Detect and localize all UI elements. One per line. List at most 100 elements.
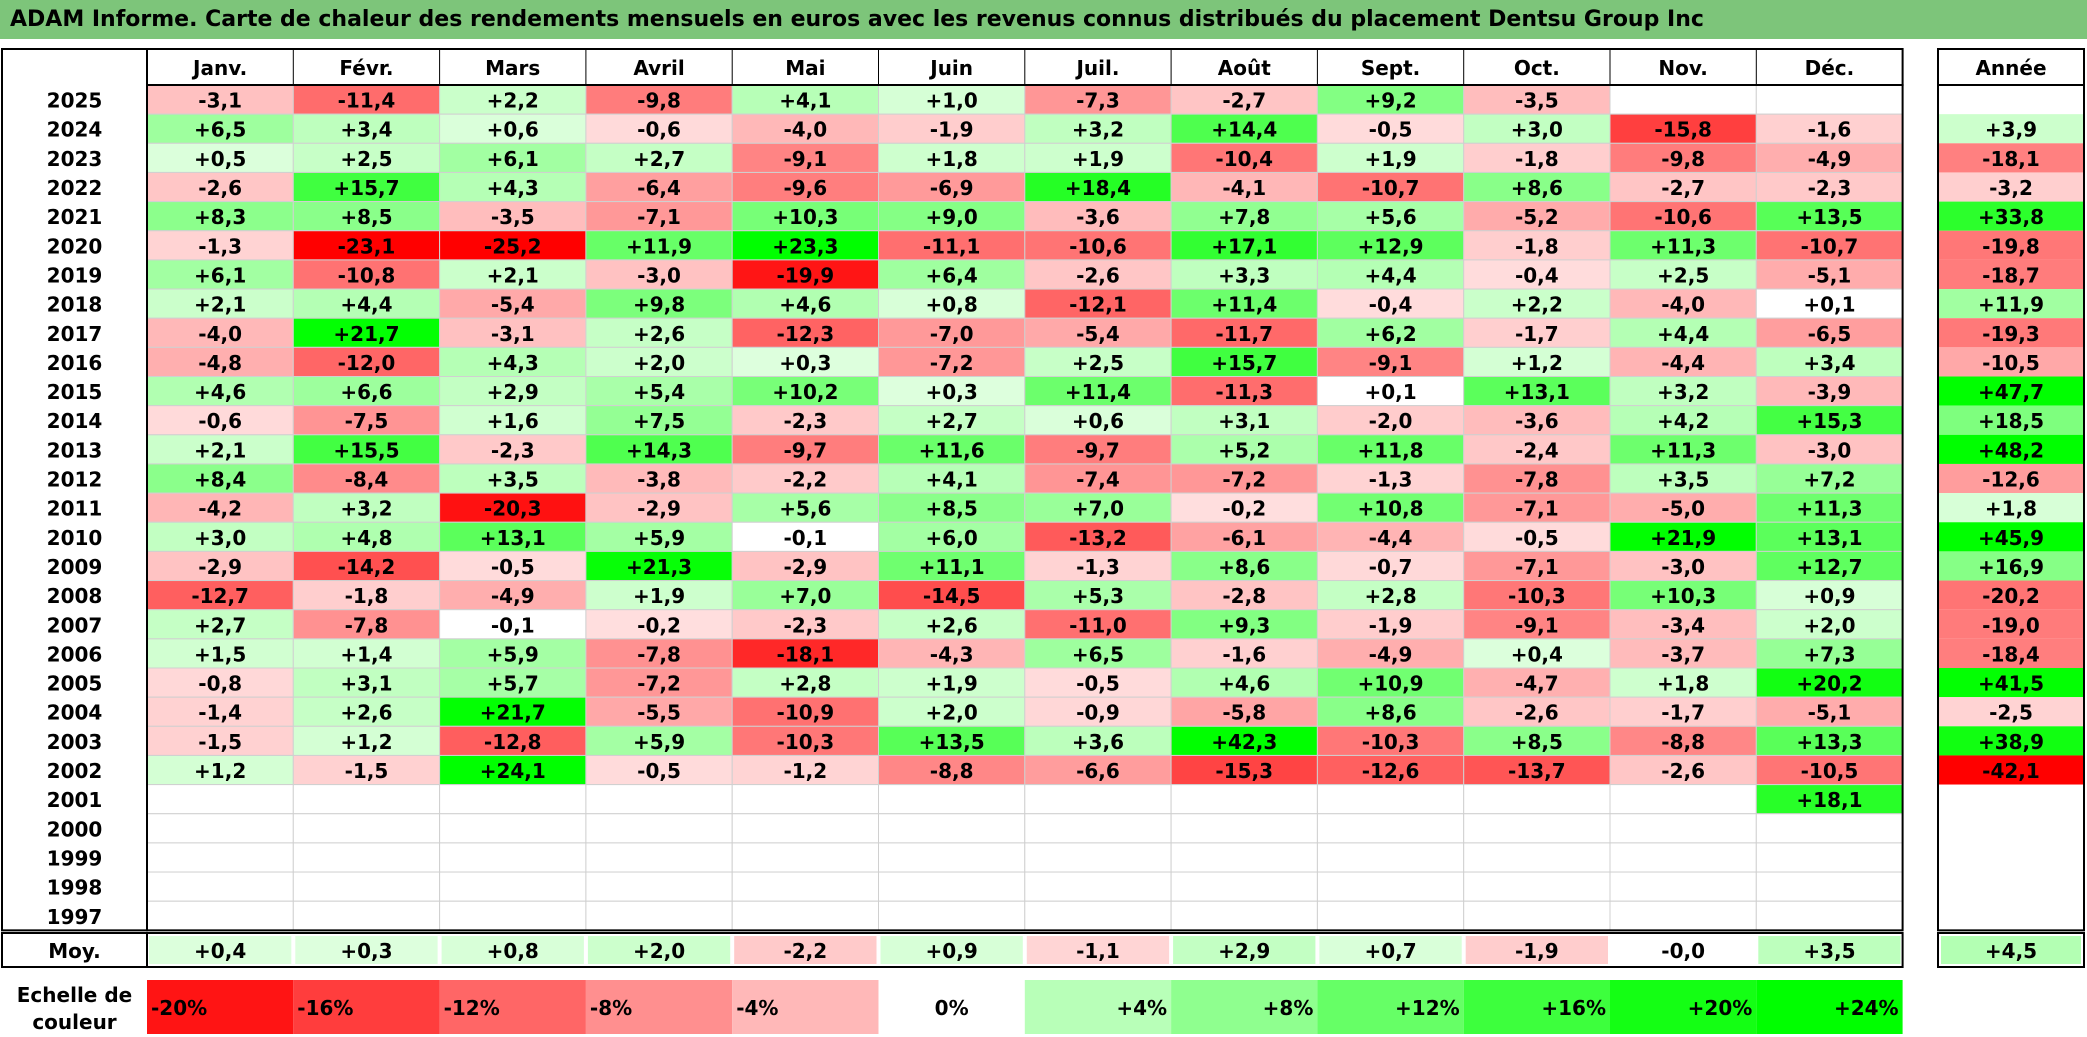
heatmap-cell: [1316, 463, 1465, 494]
heatmap-cell: [585, 84, 733, 115]
heatmap-cell: [585, 754, 733, 786]
heatmap-cell: [1609, 900, 1757, 931]
annual-cell-value: +41,5: [1978, 672, 2044, 696]
heatmap-cell-value: +8,6: [1511, 176, 1563, 200]
year-row: 1999: [47, 842, 2084, 873]
heatmap-cell-value: +1,2: [1511, 351, 1563, 375]
annual-cell-value: +33,8: [1978, 205, 2044, 229]
heatmap-cell: [1609, 609, 1757, 640]
year-label: 1997: [47, 905, 103, 929]
heatmap-cell-value: -1,4: [198, 701, 242, 725]
heatmap-cell: [731, 667, 880, 698]
annual-cell: [1938, 259, 2084, 290]
heatmap-cell: [731, 113, 880, 144]
heatmap-cell-value: +8,5: [340, 205, 392, 229]
heatmap-cell-value: +6,5: [1072, 642, 1124, 666]
heatmap-cell: [1316, 550, 1465, 582]
heatmap-cell: [439, 725, 587, 756]
heatmap-cell-value: -7,8: [1515, 468, 1559, 492]
year-label: 2006: [47, 642, 103, 666]
heatmap-cell: [1463, 376, 1611, 407]
heatmap-cell: [439, 492, 587, 523]
heatmap-cell-value: -0,5: [491, 555, 535, 579]
year-label: 2014: [47, 409, 103, 433]
heatmap-cell: [731, 376, 880, 407]
heatmap-cell: [731, 201, 880, 232]
heatmap-cell-value: +7,2: [1803, 468, 1855, 492]
heatmap-cell: [1024, 84, 1172, 115]
heatmap-cell-value: +1,2: [340, 730, 392, 754]
year-row: 2009 -2,9 -14,2 -0,5 +21,3 -2,9 +11,1 -1,3 +8,6 -…: [47, 550, 2084, 582]
heatmap-cell-value: -0,5: [637, 759, 681, 783]
heatmap-cell: [146, 463, 294, 494]
year-label: 2023: [47, 147, 103, 171]
heatmap-cell-value: -4,1: [1222, 176, 1266, 200]
heatmap-cell: [292, 346, 441, 378]
heatmap-cell: [1170, 405, 1318, 436]
heatmap-cell-value: -5,1: [1808, 701, 1852, 725]
heatmap-cell-value: -0,5: [1076, 672, 1120, 696]
annual-cell-value: +48,2: [1978, 438, 2044, 462]
heatmap-cell-value: -10,3: [777, 730, 835, 754]
heatmap-cell-value: +0,1: [1803, 293, 1855, 317]
heatmap-cell: [1755, 492, 1904, 523]
annual-cell: [1938, 289, 2084, 319]
heatmap-cell: [878, 813, 1026, 844]
heatmap-cell: [292, 288, 441, 319]
heatmap-cell: [1755, 813, 1904, 844]
heatmap-cell: [1170, 813, 1318, 844]
heatmap-cell-value: +0,3: [926, 380, 978, 404]
heatmap-cell-value: -2,6: [1661, 759, 1705, 783]
heatmap-cell: [878, 376, 1026, 407]
heatmap-cell-value: +3,5: [487, 468, 539, 492]
average-cell-value: -1,9: [1515, 939, 1559, 963]
heatmap-cell: [585, 813, 733, 844]
heatmap-cell-value: +0,9: [1803, 584, 1855, 608]
average-cell: [441, 936, 584, 964]
color-scale-swatch: [1463, 980, 1610, 1034]
heatmap-cell-value: +0,6: [487, 118, 539, 142]
heatmap-cell-value: -2,3: [783, 409, 827, 433]
heatmap-cell: [1609, 288, 1757, 319]
heatmap-cell: [1316, 580, 1465, 611]
heatmap-cell-value: -1,8: [1515, 147, 1559, 171]
heatmap-cell-value: +11,6: [919, 438, 985, 462]
heatmap-cell-value: -3,6: [1076, 205, 1120, 229]
heatmap-cell-value: +11,3: [1650, 234, 1716, 258]
heatmap-cell: [1024, 609, 1172, 640]
year-row: 2018 +2,1 +4,4 -5,4 +9,8 +4,6 +0,8 -12,1 +11,4 -0…: [47, 288, 2084, 319]
color-scale-title: Echelle de: [17, 983, 132, 1007]
heatmap-cell: [292, 813, 441, 844]
average-cell: [1173, 936, 1316, 964]
heatmap-cell: [1755, 376, 1904, 407]
heatmap-cell: [146, 638, 294, 669]
heatmap-cell: [1170, 463, 1318, 494]
heatmap-cell: [439, 784, 587, 815]
heatmap-cell: [731, 871, 880, 902]
heatmap-cell-value: -8,4: [345, 468, 389, 492]
heatmap-cell-value: -13,2: [1069, 526, 1127, 550]
heatmap-cell: [1316, 784, 1465, 815]
heatmap-cell-value: -0,2: [637, 613, 681, 637]
heatmap-cell-value: -0,5: [1369, 118, 1413, 142]
heatmap-cell-value: +1,9: [926, 672, 978, 696]
heatmap-cell: [1316, 900, 1465, 931]
heatmap-cell-value: +4,6: [194, 380, 246, 404]
heatmap-cell: [1170, 609, 1318, 640]
page-title: ADAM Informe. Carte de chaleur des rende…: [0, 0, 2087, 39]
heatmap-cell: [1755, 317, 1904, 348]
heatmap-cell-value: +6,1: [487, 147, 539, 171]
annual-cell: [1938, 842, 2084, 873]
heatmap-cell-value: -1,6: [1808, 118, 1852, 142]
heatmap-cell: [585, 900, 733, 931]
heatmap-cell: [292, 609, 441, 640]
heatmap-cell: [585, 784, 733, 815]
heatmap-cell: [1609, 317, 1757, 348]
heatmap-cell-value: +3,0: [1511, 118, 1563, 142]
heatmap-cell: [292, 230, 441, 261]
heatmap-cell-value: -5,2: [1515, 205, 1559, 229]
heatmap-cell-value: +3,2: [1072, 118, 1124, 142]
heatmap-cell-value: -0,4: [1515, 263, 1559, 287]
heatmap-cell-value: +12,7: [1796, 555, 1862, 579]
average-cell: [149, 936, 292, 964]
